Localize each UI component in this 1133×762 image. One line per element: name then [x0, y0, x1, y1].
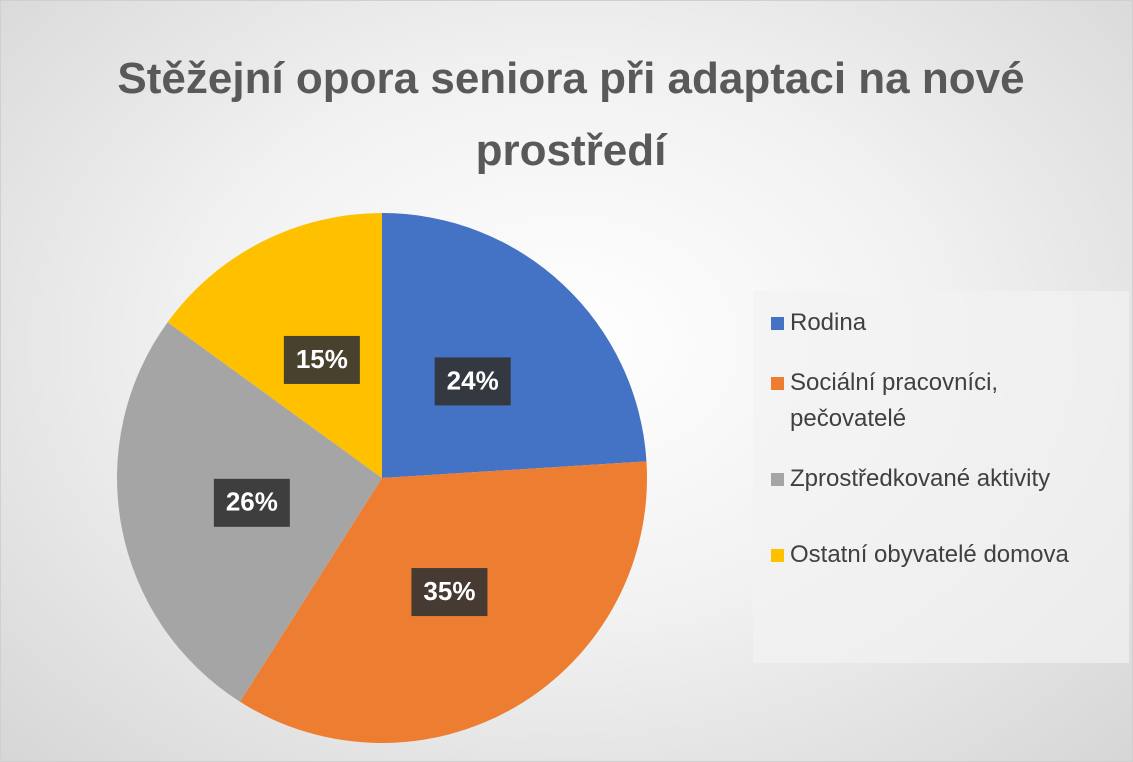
legend-swatch — [771, 317, 784, 330]
data-label: 24% — [447, 365, 499, 395]
legend-label: Rodina — [790, 309, 867, 336]
legend-swatch — [771, 549, 784, 562]
legend-label: Zprostředkované aktivity — [790, 465, 1051, 492]
legend-item: Zprostředkované aktivity — [771, 461, 1129, 497]
data-label: 26% — [226, 487, 278, 517]
legend-item: Sociální pracovníci, pečovatelé — [771, 365, 1129, 437]
legend-swatch — [771, 473, 784, 486]
legend-item: Ostatní obyvatelé domova — [771, 537, 1129, 573]
legend-item: Rodina — [771, 305, 1129, 341]
data-label-box — [283, 335, 360, 384]
chart-title: Stěžejní opora seniora při adaptaci na n… — [117, 54, 1025, 175]
data-label-box — [411, 568, 488, 617]
legend-swatch — [771, 377, 784, 390]
data-label-box — [434, 357, 511, 406]
legend-label: Ostatní obyvatelé domova — [790, 541, 1069, 568]
data-label: 35% — [423, 576, 475, 606]
legend-label: Sociální pracovníci, pečovatelé — [790, 369, 999, 432]
pie-slice — [167, 213, 382, 478]
data-label-box — [213, 478, 290, 527]
legend: Rodina Sociální pracovníci, pečovatelé Zpr… — [753, 291, 1129, 663]
data-label: 15% — [296, 344, 348, 374]
pie-slice — [382, 213, 647, 478]
